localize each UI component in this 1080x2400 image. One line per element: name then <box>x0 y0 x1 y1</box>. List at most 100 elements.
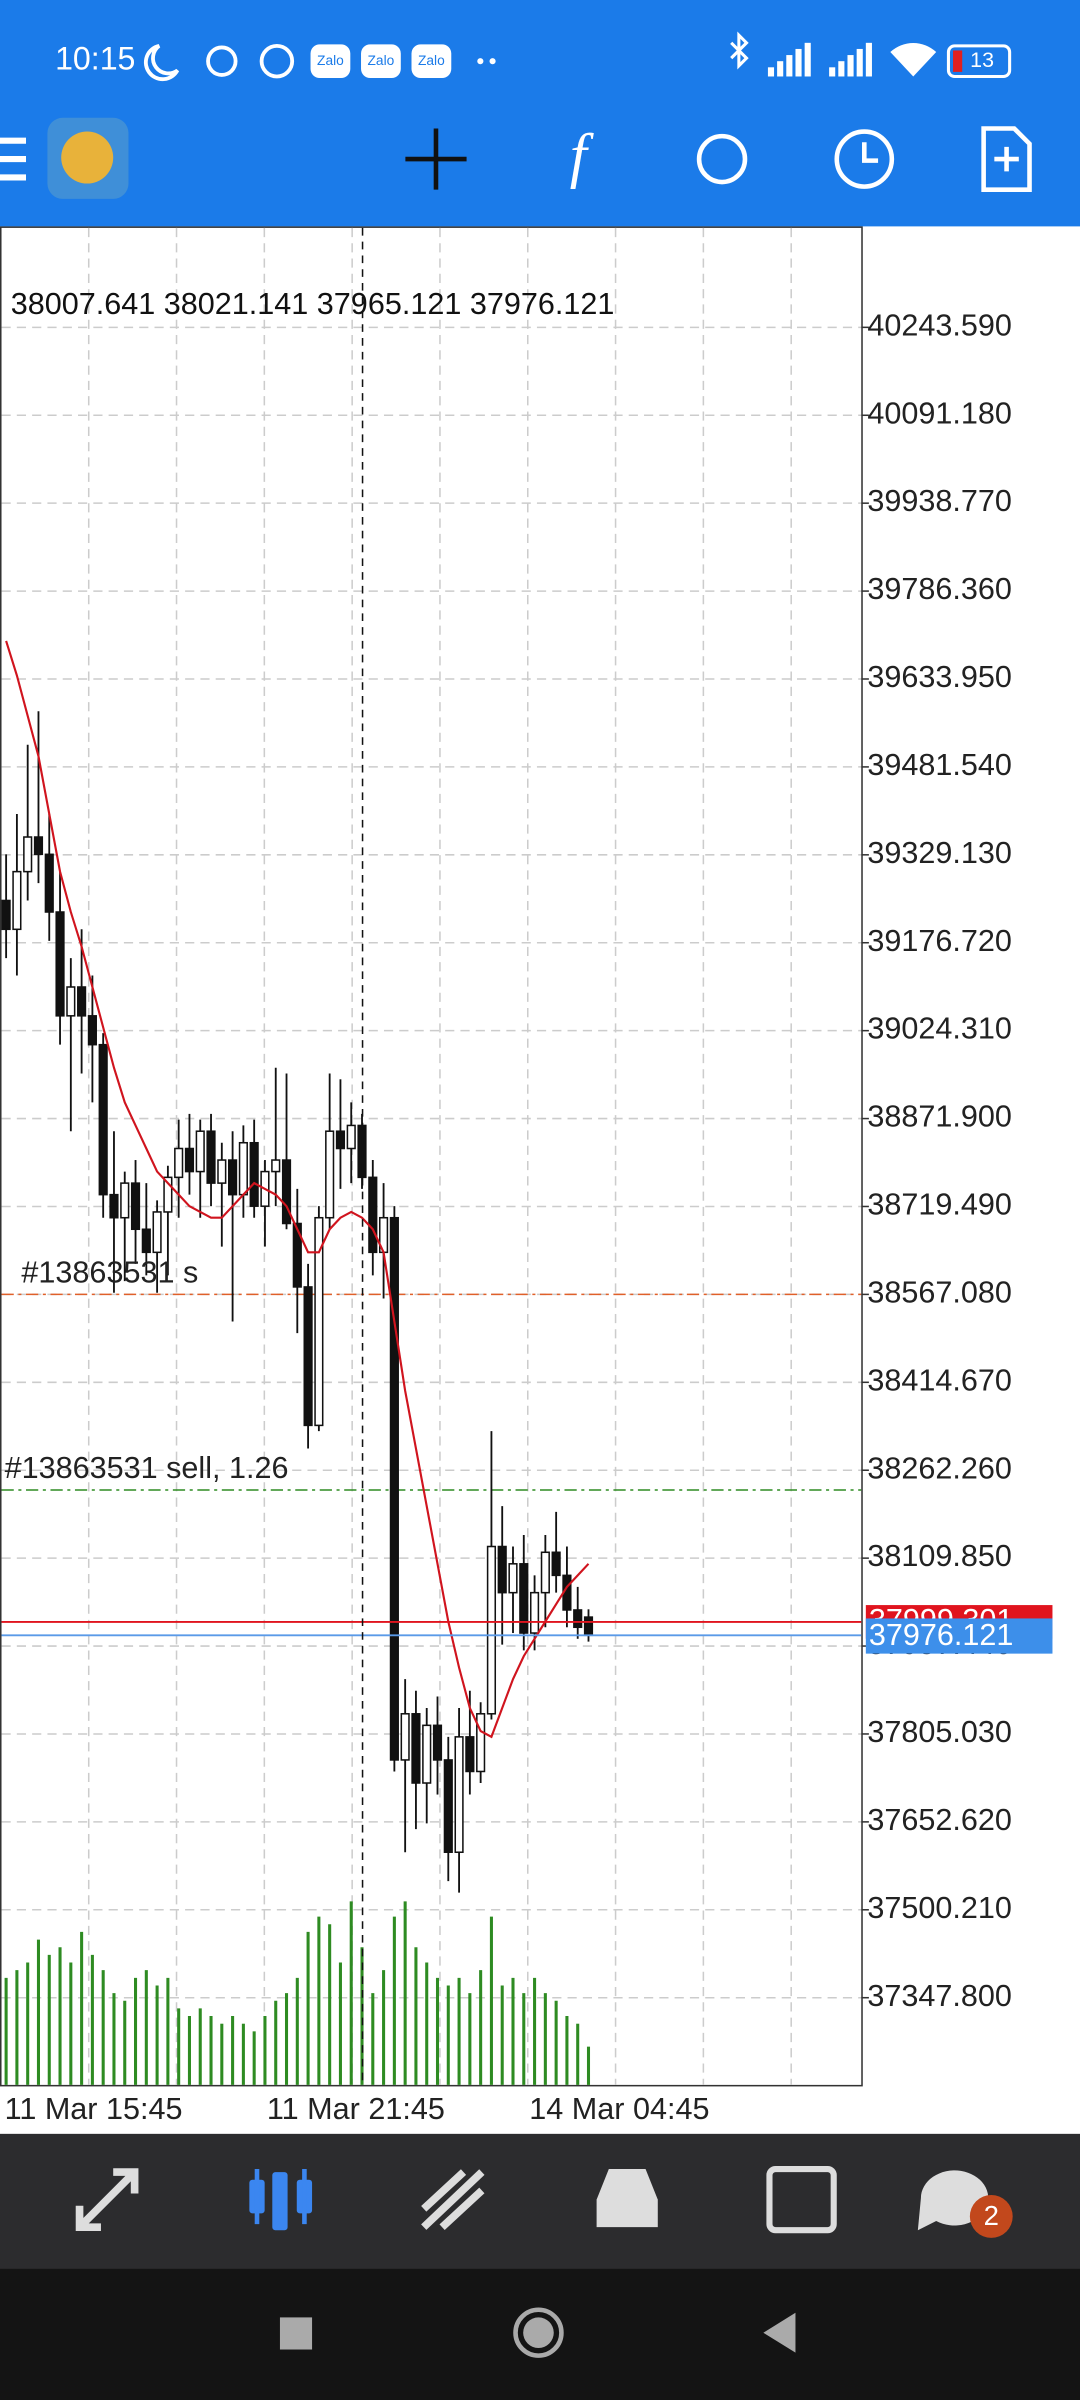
candle-body <box>573 1609 583 1629</box>
price-label: 39176.720 <box>867 924 1012 958</box>
clock: 10:15 <box>55 41 135 77</box>
time-label: 11 Mar 15:45 <box>5 2092 183 2126</box>
candle-body <box>368 1176 378 1254</box>
new-order-button[interactable] <box>981 126 1032 192</box>
candle-body <box>314 1216 324 1427</box>
back-button[interactable] <box>763 2312 796 2353</box>
candle-body <box>152 1211 162 1254</box>
candle-body <box>335 1130 346 1150</box>
price-label: 38414.670 <box>867 1363 1012 1397</box>
price-label: 37805.030 <box>867 1715 1012 1749</box>
crosshair-button[interactable] <box>405 128 467 190</box>
candle-body <box>540 1551 550 1594</box>
history-tab[interactable] <box>596 2169 658 2228</box>
candle-body <box>529 1591 540 1634</box>
price-label: 38871.900 <box>867 1100 1012 1134</box>
news-tab[interactable] <box>766 2165 837 2234</box>
price-label: 38262.260 <box>867 1451 1012 1485</box>
candle-body <box>476 1713 486 1773</box>
candle-body <box>346 1124 356 1150</box>
menu-button[interactable] <box>0 137 27 181</box>
candle-body <box>77 986 87 1017</box>
time-label: 11 Mar 21:45 <box>267 2092 445 2126</box>
app-icon-label: Zalo <box>418 53 445 68</box>
candle-body <box>519 1563 529 1634</box>
badge-count: 2 <box>984 2200 999 2231</box>
price-label: 40091.180 <box>867 396 1012 430</box>
candle-body <box>98 1043 108 1196</box>
plot <box>1 227 862 2085</box>
order-label: #13863531 s <box>21 1256 198 1290</box>
moving-average <box>5 640 590 1739</box>
candle-body <box>303 1286 313 1427</box>
candle-body <box>44 853 54 913</box>
candle-body <box>130 1182 141 1231</box>
candle-body <box>281 1159 292 1225</box>
timeframe-button[interactable] <box>834 129 895 189</box>
recents-button[interactable] <box>279 2317 313 2350</box>
candle-body <box>389 1216 399 1761</box>
chart-frame <box>0 226 863 2087</box>
candle-body <box>400 1713 410 1761</box>
candle-body <box>174 1147 184 1179</box>
candle-body <box>163 1176 173 1213</box>
price-label: 39633.950 <box>867 660 1012 694</box>
badge <box>969 2195 1013 2238</box>
price-label: 38719.490 <box>867 1188 1012 1222</box>
candle-body <box>411 1713 421 1784</box>
price-label: 39938.770 <box>867 484 1012 518</box>
candle-body <box>184 1147 195 1173</box>
price-label: 40243.590 <box>867 308 1012 342</box>
ohlc-info: 38007.641 38021.141 37965.121 37976.121 <box>11 287 615 321</box>
candle-body <box>141 1228 151 1254</box>
trade-tab[interactable] <box>421 2169 485 2230</box>
status-icons <box>143 31 1012 82</box>
app-icon <box>310 44 351 79</box>
candle-body <box>249 1141 259 1207</box>
candle-body <box>454 1736 464 1853</box>
quotes-tab[interactable] <box>75 2168 139 2231</box>
home-button[interactable] <box>513 2307 564 2358</box>
chart-tab[interactable] <box>249 2169 313 2231</box>
header <box>0 0 1080 227</box>
candle-body <box>120 1182 130 1219</box>
price-label: 39786.360 <box>867 572 1012 606</box>
candle-body <box>238 1141 248 1196</box>
candle-body <box>66 986 76 1017</box>
candle-body <box>228 1159 238 1196</box>
bottom-nav <box>0 2133 1080 2269</box>
candle-body <box>497 1545 507 1594</box>
candle-body <box>33 836 44 856</box>
candle-body <box>443 1759 453 1853</box>
candle-body <box>422 1724 432 1784</box>
price-label: 38567.080 <box>867 1275 1012 1309</box>
candle-body <box>23 836 33 873</box>
battery-level: 13 <box>970 48 994 72</box>
price-label: 37347.800 <box>867 1979 1012 2013</box>
price-label: 39024.310 <box>867 1012 1012 1046</box>
trade-button[interactable] <box>696 133 748 185</box>
candle-body <box>12 870 22 931</box>
sell-label: #13863531 sell, 1.26 <box>5 1451 289 1485</box>
bottom-nav-items: 2 <box>75 2165 1013 2238</box>
candle-body <box>55 911 65 1017</box>
app-icon-label: Zalo <box>368 53 395 68</box>
candle-body <box>271 1159 281 1173</box>
candle-body <box>508 1563 518 1594</box>
price-label: 39481.540 <box>867 748 1012 782</box>
price-label: 39329.130 <box>867 836 1012 870</box>
candle-body <box>195 1130 205 1173</box>
price-label: 37652.620 <box>867 1803 1012 1837</box>
candle-body <box>432 1724 443 1761</box>
candle-body <box>325 1130 335 1219</box>
candle-body <box>486 1545 497 1715</box>
candle-body <box>292 1222 302 1288</box>
candle-body <box>551 1551 561 1577</box>
candle-body <box>109 1193 119 1219</box>
candle-body <box>87 1015 97 1046</box>
last-box <box>865 1618 1053 1654</box>
time-label: 14 Mar 04:45 <box>529 2092 709 2126</box>
